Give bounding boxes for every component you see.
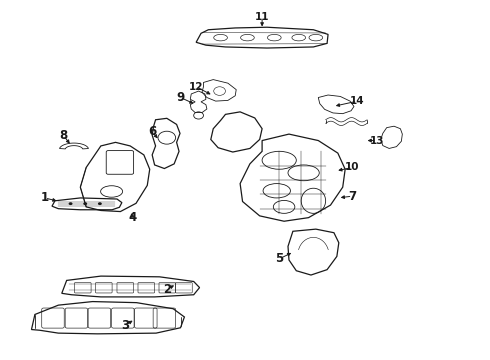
Text: 6: 6 bbox=[148, 125, 156, 138]
Circle shape bbox=[83, 202, 87, 205]
Text: 10: 10 bbox=[345, 162, 360, 172]
Text: 3: 3 bbox=[121, 319, 129, 332]
Text: 7: 7 bbox=[348, 190, 357, 203]
Text: 8: 8 bbox=[59, 129, 67, 142]
Text: 5: 5 bbox=[275, 252, 283, 265]
Text: 1: 1 bbox=[41, 192, 49, 204]
Text: 12: 12 bbox=[189, 82, 203, 92]
Text: 4: 4 bbox=[128, 211, 137, 224]
Text: 14: 14 bbox=[350, 96, 365, 106]
Text: 9: 9 bbox=[176, 91, 185, 104]
Circle shape bbox=[69, 202, 73, 205]
Text: 2: 2 bbox=[163, 283, 171, 296]
Circle shape bbox=[98, 202, 102, 205]
Text: 13: 13 bbox=[369, 136, 384, 145]
Text: 11: 11 bbox=[255, 12, 270, 22]
